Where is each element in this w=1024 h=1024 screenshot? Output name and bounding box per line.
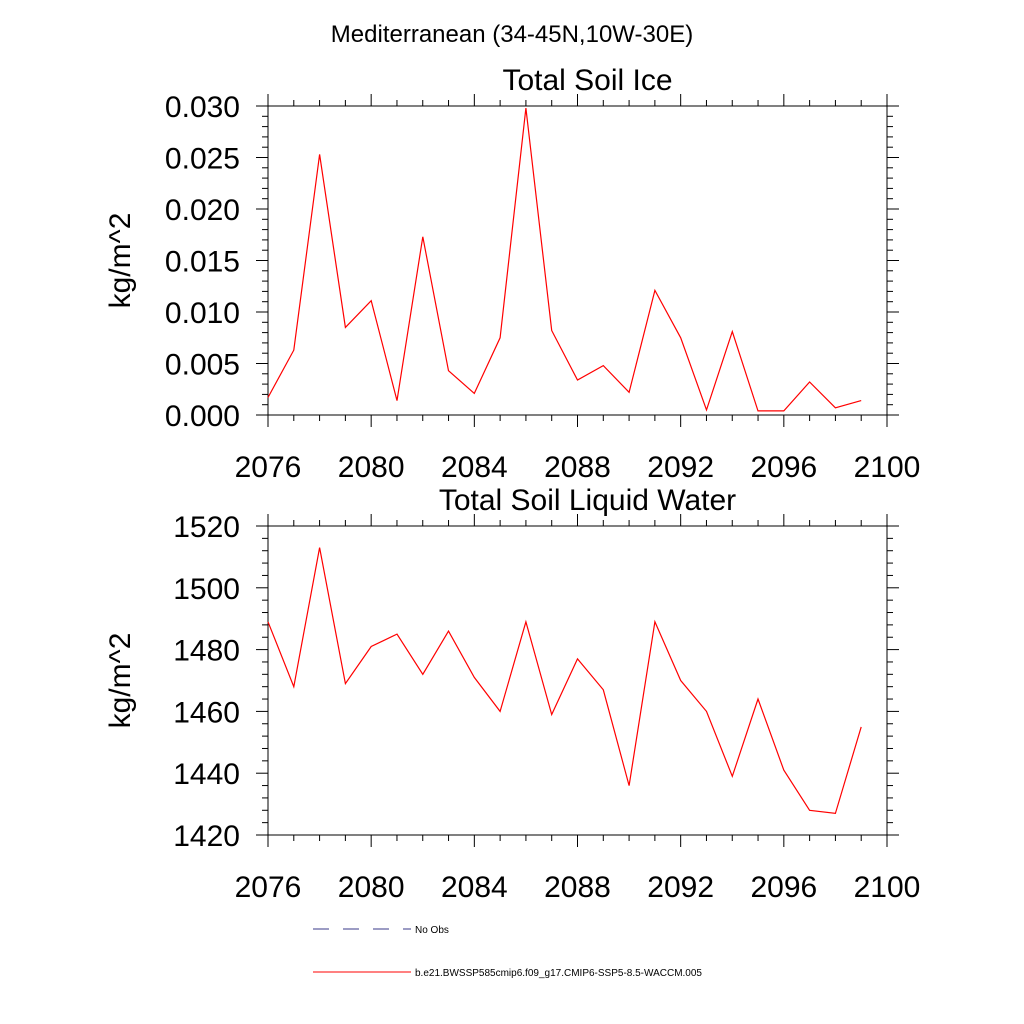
- y-tick-label: 1440: [173, 758, 240, 791]
- plot-frame: [267, 105, 888, 416]
- x-tick-label: 2092: [647, 871, 714, 904]
- legend-entry: No Obs: [313, 925, 449, 936]
- x-tick-label: 2084: [441, 871, 508, 904]
- x-tick-label: 2080: [338, 451, 405, 484]
- y-tick-label: 0.025: [165, 143, 240, 176]
- y-tick-label: 1480: [173, 635, 240, 668]
- x-tick-label: 2088: [544, 871, 611, 904]
- x-tick-label: 2092: [647, 451, 714, 484]
- x-tick-label: 2084: [441, 451, 508, 484]
- x-tick-label: 2080: [338, 871, 405, 904]
- y-tick-label: 1520: [173, 511, 240, 544]
- y-axis-label: kg/m^2: [104, 213, 137, 309]
- series-line: [267, 108, 862, 412]
- x-tick-label: 2076: [235, 871, 302, 904]
- chart-title: Total Soil Ice: [502, 64, 672, 97]
- x-tick-label: 2100: [854, 451, 921, 484]
- x-tick-label: 2096: [750, 451, 817, 484]
- y-tick-label: 0.015: [165, 246, 240, 279]
- y-tick-label: 0.000: [165, 400, 240, 433]
- figure-suptitle: Mediterranean (34-45N,10W-30E): [331, 21, 693, 48]
- y-tick-label: 0.030: [165, 91, 240, 124]
- y-tick-label: 0.005: [165, 349, 240, 382]
- chart-panel-soil-liquid-water: Total Soil Liquid Water kg/m^2 2076 2080 208…: [104, 484, 920, 904]
- legend-entry: b.e21.BWSSP585cmip6.f09_g17.CMIP6-SSP5-8…: [313, 968, 702, 979]
- y-tick-label: 0.020: [165, 194, 240, 227]
- y-axis-label: kg/m^2: [104, 633, 137, 729]
- plot-frame: [267, 525, 888, 836]
- chart-panel-soil-ice: Total Soil Ice kg/m^2 2076 2080 2084 2088 2092…: [104, 64, 920, 484]
- y-tick-label: 1460: [173, 696, 240, 729]
- x-tick-label: 2096: [750, 871, 817, 904]
- x-tick-label: 2088: [544, 451, 611, 484]
- chart-title: Total Soil Liquid Water: [439, 484, 736, 517]
- x-tick-label: 2076: [235, 451, 302, 484]
- y-tick-label: 0.010: [165, 297, 240, 330]
- legend-label: No Obs: [415, 925, 449, 936]
- x-tick-label: 2100: [854, 871, 921, 904]
- y-tick-label: 1420: [173, 820, 240, 853]
- y-tick-label: 1500: [173, 573, 240, 606]
- series-line: [267, 547, 862, 815]
- legend-label: b.e21.BWSSP585cmip6.f09_g17.CMIP6-SSP5-8…: [415, 968, 702, 979]
- legend: No Obs b.e21.BWSSP585cmip6.f09_g17.CMIP6-…: [313, 925, 702, 979]
